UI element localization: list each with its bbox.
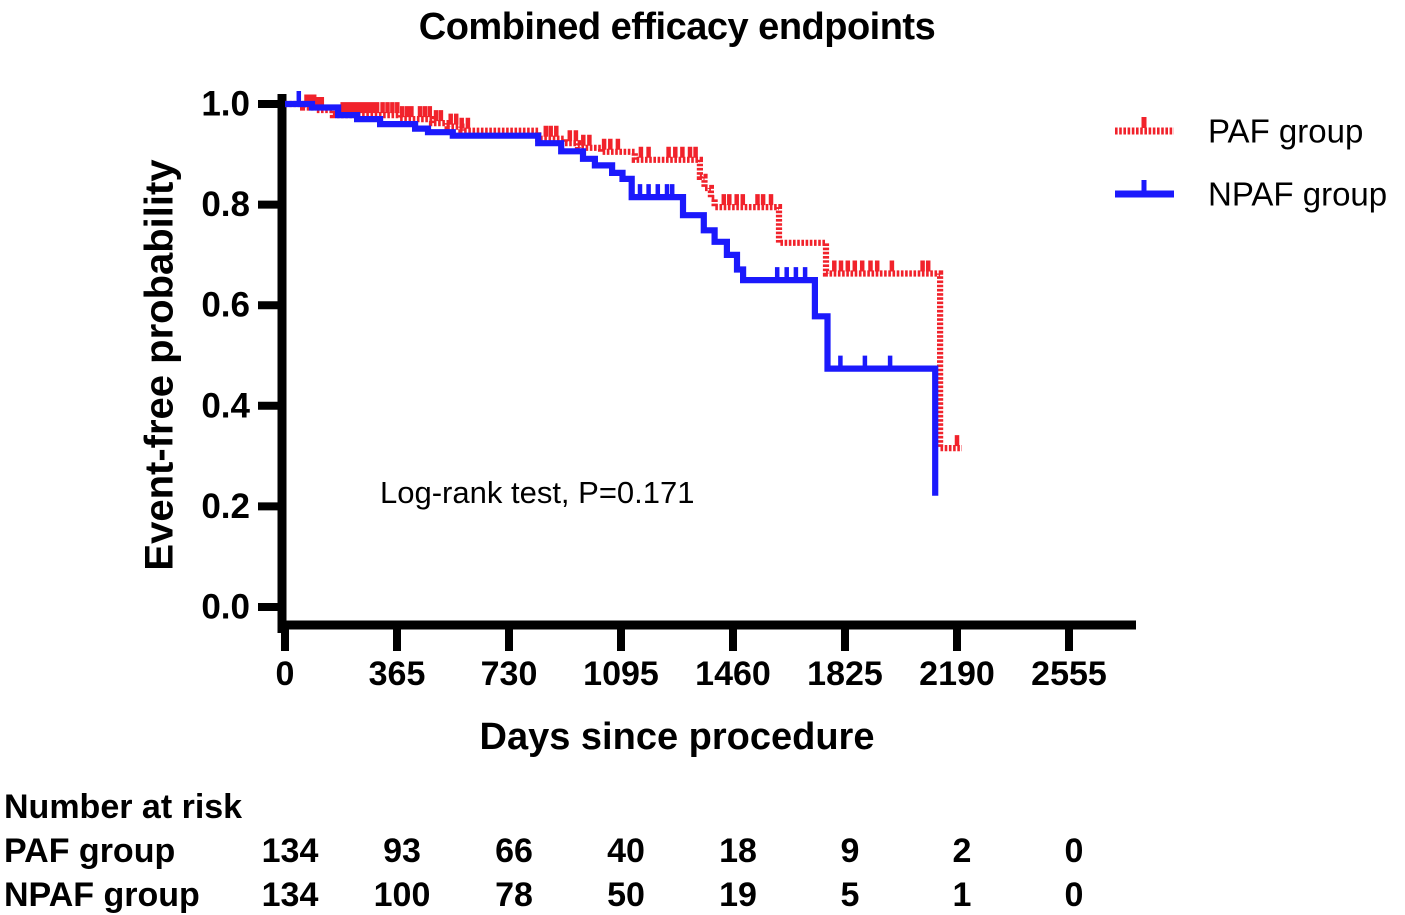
at-risk-value: 9 xyxy=(840,832,860,870)
at-risk-value: 18 xyxy=(719,832,757,870)
at-risk-value: 5 xyxy=(840,876,860,914)
at-risk-value: 134 xyxy=(261,832,319,870)
at-risk-value: 2 xyxy=(952,832,972,870)
at-risk-value: 66 xyxy=(495,832,533,870)
x-axis-label: Days since procedure xyxy=(479,716,875,758)
x-tick-label: 730 xyxy=(481,655,538,693)
y-tick-label: 0.2 xyxy=(201,487,250,526)
at-risk-value: 0 xyxy=(1064,832,1084,870)
legend-label-paf-group: PAF group xyxy=(1208,113,1363,150)
y-tick-label: 0.4 xyxy=(201,386,250,425)
at-risk-value: 0 xyxy=(1064,876,1084,914)
y-tick-label: 0.8 xyxy=(201,185,250,224)
logrank-annotation: Log-rank test, P=0.171 xyxy=(380,475,695,510)
y-tick-label: 1.0 xyxy=(201,85,250,124)
censor-ticks-paf-group xyxy=(304,94,960,447)
y-tick-label: 0.6 xyxy=(201,286,250,325)
x-tick-label: 2190 xyxy=(919,655,995,693)
at-risk-header: Number at risk xyxy=(4,788,243,826)
at-risk-value: 50 xyxy=(607,876,645,914)
chart-title: Combined efficacy endpoints xyxy=(418,6,936,48)
at-risk-row-label-npaf-group: NPAF group xyxy=(4,876,200,914)
curve-npaf-group xyxy=(285,100,939,496)
at-risk-value: 40 xyxy=(607,832,645,870)
at-risk-value: 19 xyxy=(719,876,757,914)
y-tick-label: 0.0 xyxy=(201,588,250,627)
at-risk-value: 100 xyxy=(373,876,431,914)
at-risk-value: 78 xyxy=(495,876,533,914)
x-tick-label: 1095 xyxy=(583,655,659,693)
at-risk-row-label-paf-group: PAF group xyxy=(4,832,176,870)
at-risk-value: 1 xyxy=(952,876,972,914)
x-tick-label: 2555 xyxy=(1031,655,1107,693)
x-tick-label: 1825 xyxy=(807,655,883,693)
x-tick-label: 1460 xyxy=(695,655,771,693)
curve-paf-group xyxy=(285,100,962,452)
at-risk-value: 134 xyxy=(261,876,319,914)
legend-label-npaf-group: NPAF group xyxy=(1208,176,1387,213)
at-risk-value: 93 xyxy=(383,832,421,870)
censor-ticks-npaf-group xyxy=(296,91,893,367)
x-tick-label: 0 xyxy=(276,655,295,693)
x-tick-label: 365 xyxy=(369,655,426,693)
